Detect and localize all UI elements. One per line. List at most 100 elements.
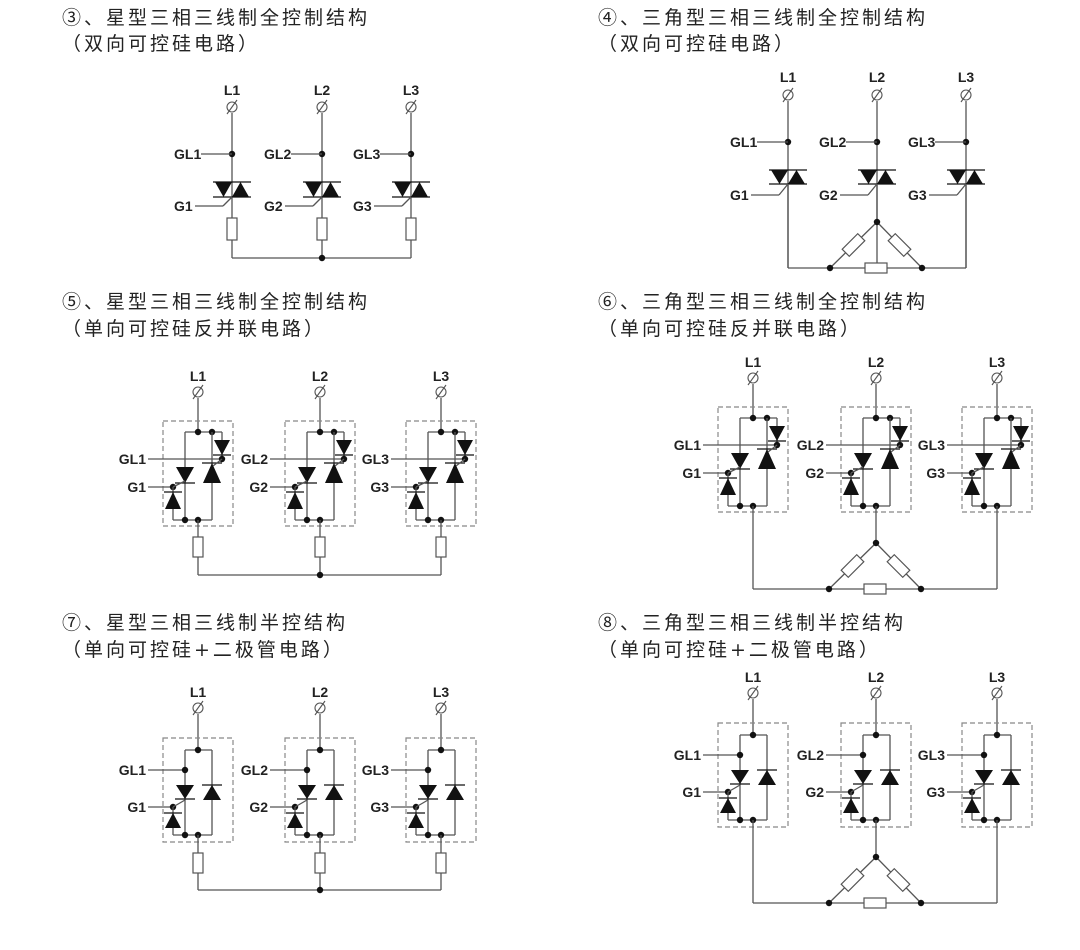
gate-diode-icon xyxy=(286,812,304,828)
phase-3: L3 GL3 G3 xyxy=(353,82,430,258)
phase-2: L2 GL2 G2 xyxy=(241,368,356,575)
junction-dot xyxy=(859,816,867,824)
gate-diode-icon xyxy=(719,797,737,813)
wire xyxy=(778,183,789,196)
diode-icon xyxy=(1001,769,1021,785)
junction-dot xyxy=(918,264,926,272)
junction-dot xyxy=(437,746,445,754)
gate-label: G3 xyxy=(908,187,927,203)
gate-common-label: GL2 xyxy=(264,146,291,162)
junction-dot xyxy=(980,751,988,759)
gate-common-label: GL3 xyxy=(918,747,945,763)
diode-triangle xyxy=(176,467,194,483)
title-8: ⑧、三角型三相三线制半控结构 xyxy=(598,612,907,634)
phase-label: L1 xyxy=(745,669,762,685)
subtitle-5: （单向可控硅反并联电路） xyxy=(62,318,327,340)
terminal-slash xyxy=(405,99,417,115)
phase-1: L1 GL1 G1 xyxy=(119,684,234,890)
title-4: ④、三角型三相三线制全控制结构 xyxy=(598,7,929,29)
scr-icon xyxy=(880,448,900,469)
wire xyxy=(850,466,864,474)
scr-icon xyxy=(730,453,750,470)
gate-label: G1 xyxy=(682,784,701,800)
terminal-slash xyxy=(435,700,447,716)
gate-common-label: GL1 xyxy=(119,451,146,467)
triac-icon xyxy=(303,181,341,198)
terminal-circle xyxy=(226,101,238,113)
gate-label: G3 xyxy=(926,465,945,481)
gate-common-label: GL1 xyxy=(119,762,146,778)
terminal-circle xyxy=(871,89,883,101)
resistor-icon xyxy=(226,217,238,241)
terminal-circle xyxy=(192,702,204,714)
gate-common-label: GL3 xyxy=(362,451,389,467)
junction-dot xyxy=(318,254,326,262)
terminal-icon xyxy=(192,700,204,716)
phase-3: L3 GL3 G3 xyxy=(362,368,477,575)
wire xyxy=(727,466,741,474)
wire xyxy=(971,466,985,474)
gate-diode-icon xyxy=(768,426,786,442)
triac-triangle-down xyxy=(394,182,411,197)
wire xyxy=(850,784,864,793)
phase-label: L1 xyxy=(190,684,207,700)
scr-icon xyxy=(757,448,777,469)
terminal-slash xyxy=(226,99,238,115)
gate-label: G1 xyxy=(682,465,701,481)
diode-triangle xyxy=(975,453,993,469)
phase-1: L1 GL1 G1 xyxy=(730,69,807,268)
terminal-circle xyxy=(747,372,759,384)
gate-common-label: GL1 xyxy=(674,437,701,453)
scr-icon xyxy=(445,462,465,483)
diode-triangle xyxy=(964,478,980,495)
triac-triangle-up xyxy=(411,182,428,197)
circuit-④: L1 GL1 G1 L2 GL2 G2 L3 GL3 G3 xyxy=(730,69,985,274)
gate-diode-icon xyxy=(891,426,909,442)
gate-diode-icon xyxy=(1012,426,1030,442)
diode-triangle xyxy=(446,785,464,800)
junction-dot xyxy=(826,264,834,272)
diode-triangle xyxy=(881,770,899,785)
junction-dot xyxy=(303,831,311,839)
subtitle-8: （单向可控硅+二极管电路） xyxy=(598,639,881,661)
resistor-icon xyxy=(314,536,326,558)
gate-common-label: GL1 xyxy=(174,146,201,162)
scr-icon xyxy=(974,770,994,785)
phase-2: L2 GL2 G2 xyxy=(797,354,912,513)
resistor-icon xyxy=(887,232,912,258)
wire xyxy=(294,799,308,808)
terminal-icon xyxy=(314,384,326,400)
terminal-icon xyxy=(871,87,883,103)
scr-icon xyxy=(853,770,873,785)
junction-dot xyxy=(424,766,432,774)
diode-triangle xyxy=(325,463,343,483)
diode-triangle xyxy=(457,440,473,455)
resistor-icon xyxy=(435,852,447,874)
junction-dot xyxy=(859,751,867,759)
wire xyxy=(971,784,985,793)
terminal-icon xyxy=(991,370,1003,386)
terminal-icon xyxy=(314,700,326,716)
triac-triangle-down xyxy=(949,170,966,184)
terminal-slash xyxy=(991,685,1003,701)
terminal-icon xyxy=(316,99,328,115)
scr-icon xyxy=(418,785,438,800)
gate-diode-icon xyxy=(407,812,425,828)
gate-diode-icon xyxy=(286,491,304,509)
subtitle-3: （双向可控硅电路） xyxy=(62,33,261,55)
junction-dot xyxy=(749,414,757,422)
scr-icon xyxy=(853,453,873,470)
triac-triangle-down xyxy=(305,182,322,197)
phase-label: L1 xyxy=(190,368,207,384)
triac-triangle-down xyxy=(771,170,788,184)
scr-icon xyxy=(202,462,222,483)
junction-dot xyxy=(980,816,988,824)
triac-triangle-up xyxy=(966,170,983,184)
diode-triangle xyxy=(1002,770,1020,785)
junction-dot xyxy=(980,502,988,510)
junction-dot xyxy=(736,816,744,824)
subtitle-6: （单向可控硅反并联电路） xyxy=(598,318,863,340)
title-5: ⑤、星型三相三线制全控制结构 xyxy=(62,291,371,313)
terminal-circle xyxy=(435,702,447,714)
resistor-icon xyxy=(435,536,447,558)
